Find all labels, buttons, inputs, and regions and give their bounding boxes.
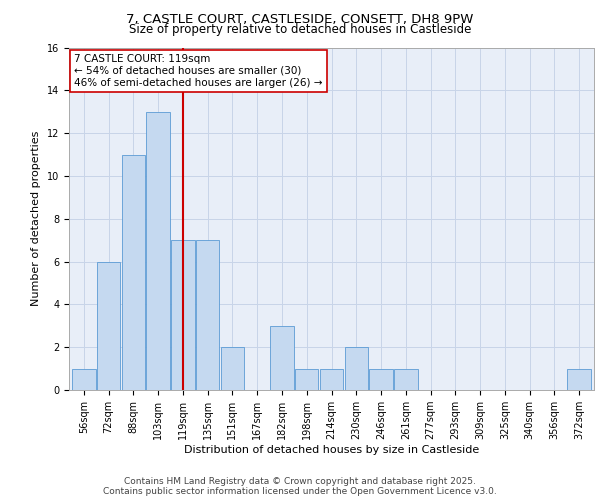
- Bar: [122, 154, 145, 390]
- Bar: [146, 112, 170, 390]
- Text: Size of property relative to detached houses in Castleside: Size of property relative to detached ho…: [129, 22, 471, 36]
- Text: 7, CASTLE COURT, CASTLESIDE, CONSETT, DH8 9PW: 7, CASTLE COURT, CASTLESIDE, CONSETT, DH…: [127, 12, 473, 26]
- Bar: [171, 240, 194, 390]
- Bar: [394, 368, 418, 390]
- Bar: [568, 368, 591, 390]
- Bar: [72, 368, 95, 390]
- Bar: [196, 240, 220, 390]
- Bar: [344, 347, 368, 390]
- Bar: [221, 347, 244, 390]
- X-axis label: Distribution of detached houses by size in Castleside: Distribution of detached houses by size …: [184, 445, 479, 455]
- Bar: [295, 368, 319, 390]
- Y-axis label: Number of detached properties: Number of detached properties: [31, 131, 41, 306]
- Text: Contains HM Land Registry data © Crown copyright and database right 2025.
Contai: Contains HM Land Registry data © Crown c…: [103, 476, 497, 496]
- Bar: [369, 368, 393, 390]
- Text: 7 CASTLE COURT: 119sqm
← 54% of detached houses are smaller (30)
46% of semi-det: 7 CASTLE COURT: 119sqm ← 54% of detached…: [74, 54, 323, 88]
- Bar: [97, 262, 121, 390]
- Bar: [320, 368, 343, 390]
- Bar: [270, 326, 294, 390]
